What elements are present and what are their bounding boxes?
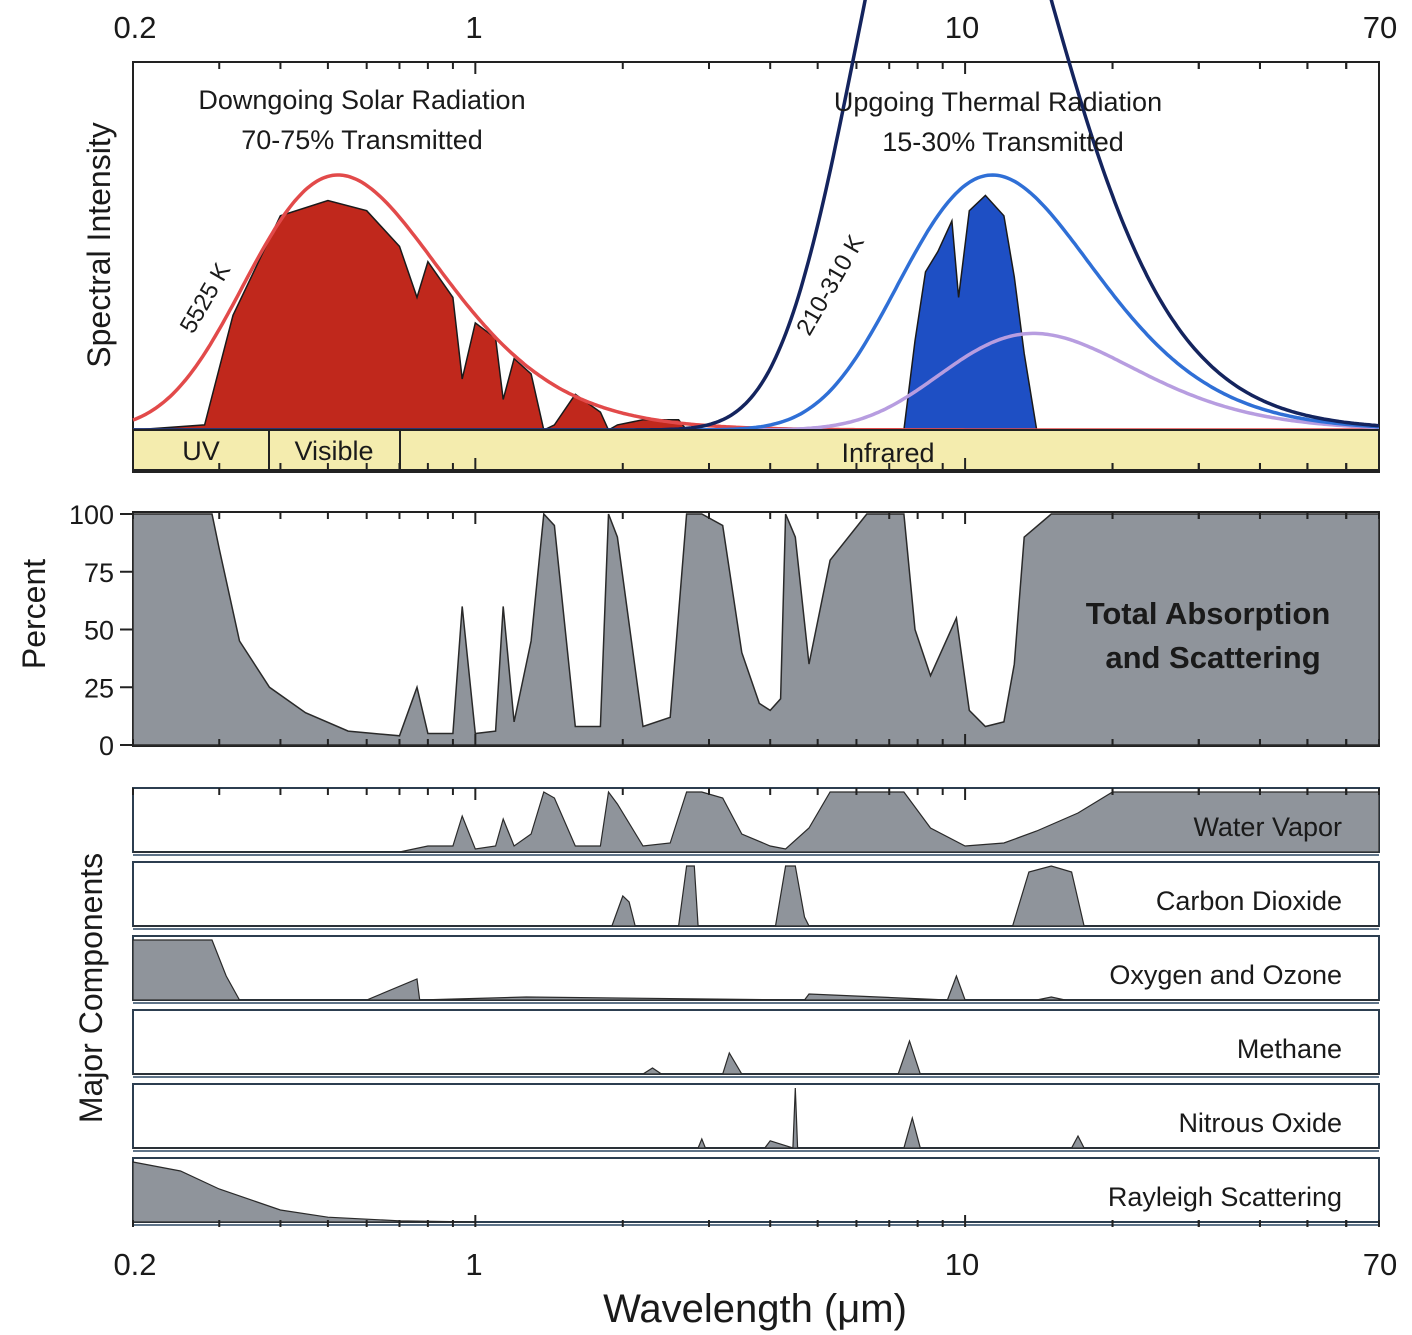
y-tick-label: 100 xyxy=(69,500,114,530)
component-label: Rayleigh Scattering xyxy=(1108,1182,1342,1212)
bottom-tick-label: 1 xyxy=(465,1247,482,1282)
component-absorption-area xyxy=(132,1161,476,1223)
solar-annotation-line-1: Downgoing Solar Radiation xyxy=(198,85,525,115)
percent-y-ticks: 0 25 50 75 100 xyxy=(69,500,133,761)
x-tick-marks xyxy=(132,62,1380,1227)
thermal-annotation-line-1: Upgoing Thermal Radiation xyxy=(834,87,1162,117)
component-absorption-area xyxy=(132,939,1379,1001)
bottom-tick-label: 70 xyxy=(1363,1247,1397,1282)
total-absorption-title-line-2: and Scattering xyxy=(1105,640,1320,675)
component-absorption-area xyxy=(133,790,1380,853)
x-axis-title: Wavelength (μm) xyxy=(603,1287,907,1331)
percent-ylabel: Percent xyxy=(16,559,52,669)
component-strip-frame xyxy=(132,935,1380,1001)
total-absorption-panel: Total Absorption and Scattering Percent … xyxy=(16,500,1380,761)
bottom-tick-label: 10 xyxy=(945,1247,979,1282)
component-strip-frame xyxy=(132,861,1380,927)
spectral-intensity-frame xyxy=(132,61,1380,473)
top-tick-label: 70 xyxy=(1363,10,1397,45)
component-strip-frame xyxy=(132,1083,1380,1149)
spectral-intensity-panel: Downgoing Solar Radiation 70-75% Transmi… xyxy=(81,0,1380,473)
component-strip-frame xyxy=(132,1009,1380,1075)
total-absorption-title-line-1: Total Absorption xyxy=(1086,596,1331,631)
thermal-annotation-line-2: 15-30% Transmitted xyxy=(882,127,1124,157)
spectral-intensity-ylabel: Spectral Intensity xyxy=(81,122,117,367)
component-absorption-area xyxy=(133,1039,1379,1075)
band-label-uv: UV xyxy=(182,436,220,466)
component-label: Nitrous Oxide xyxy=(1178,1108,1342,1138)
thermal-transmitted-area xyxy=(903,194,1038,431)
y-tick-label: 0 xyxy=(99,731,114,761)
bottom-tick-label: 0.2 xyxy=(113,1247,156,1282)
component-absorption-area xyxy=(133,1087,1379,1149)
y-tick-label: 25 xyxy=(84,673,114,703)
top-tick-label: 1 xyxy=(465,10,482,45)
major-components-panel: Water Vapor Carbon Dioxide Oxygen and Ozon… xyxy=(73,787,1380,1226)
total-absorption-area xyxy=(132,512,1380,746)
major-components-ylabel: Major Components xyxy=(73,853,109,1123)
solar-temperature-label: 5525 K xyxy=(175,259,236,338)
component-label: Oxygen and Ozone xyxy=(1109,960,1342,990)
band-label-visible: Visible xyxy=(294,436,373,466)
component-label: Water Vapor xyxy=(1193,812,1342,842)
component-strips: Water Vapor Carbon Dioxide Oxygen and Ozon… xyxy=(132,787,1380,1226)
component-absorption-area xyxy=(133,865,1379,927)
y-tick-label: 75 xyxy=(84,558,114,588)
component-strip-frame xyxy=(132,1157,1380,1223)
solar-annotation-line-2: 70-75% Transmitted xyxy=(241,125,483,155)
y-tick-label: 50 xyxy=(84,616,114,646)
component-label: Carbon Dioxide xyxy=(1156,886,1342,916)
top-tick-label: 10 xyxy=(945,10,979,45)
band-label-infrared: Infrared xyxy=(841,438,934,468)
top-tick-label: 0.2 xyxy=(113,10,156,45)
component-label: Methane xyxy=(1237,1034,1342,1064)
